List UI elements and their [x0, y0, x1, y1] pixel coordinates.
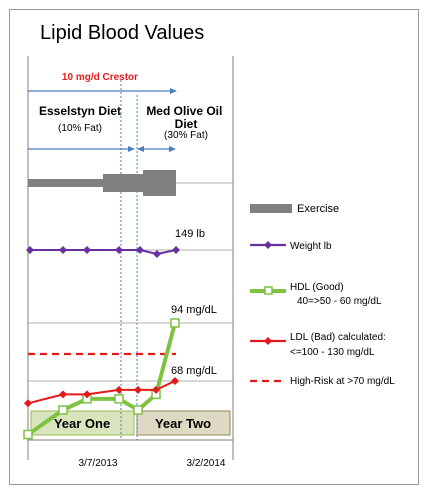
ldl-point	[115, 385, 123, 394]
weight-point	[136, 246, 144, 254]
weight-point	[83, 246, 91, 254]
exercise-bar-low	[28, 179, 104, 187]
legend-risk-label: High-Risk at >70 mg/dL	[290, 376, 395, 387]
phase-1-name: Esselstyn Diet	[39, 104, 121, 118]
legend-exercise-label: Exercise	[297, 203, 339, 215]
legend-exercise-swatch	[250, 204, 292, 213]
weight-point	[153, 250, 161, 258]
phase-2-name-line-2: Diet	[175, 117, 198, 131]
ldl-series	[24, 377, 179, 408]
legend-ldl-marker	[264, 337, 272, 345]
ldl-annotation: 68 mg/dL	[171, 365, 217, 377]
legend-hdl-label-2: 40=>50 - 60 mg/dL	[297, 296, 382, 307]
phase-2-note: (30% Fat)	[164, 130, 208, 141]
x-tick-2: 3/2/2014	[187, 458, 226, 469]
weight-series	[26, 246, 180, 258]
legend-hdl-label-1: HDL (Good)	[290, 282, 344, 293]
hdl-series	[23, 318, 180, 440]
chart-frame	[9, 9, 419, 485]
treatment-arrow-head	[170, 88, 177, 94]
legend-weight-label: Weight lb	[290, 241, 332, 252]
year-one-label: Year One	[54, 416, 110, 431]
phase-1-arrow-head	[128, 146, 135, 152]
weight-point	[115, 246, 123, 254]
phase-1-note: (10% Fat)	[58, 123, 102, 134]
ldl-point	[83, 390, 91, 399]
weight-point	[59, 246, 67, 254]
year-one-band	[30, 410, 135, 436]
hdl-point	[133, 405, 143, 415]
exercise-bar-mid	[103, 174, 144, 192]
year-two-label: Year Two	[155, 416, 211, 431]
hdl-annotation: 94 mg/dL	[171, 304, 217, 316]
hdl-point	[23, 429, 33, 440]
hdl-point	[170, 318, 180, 328]
ldl-point	[134, 385, 142, 394]
x-tick-1: 3/7/2013	[79, 458, 118, 469]
hdl-point	[114, 394, 124, 404]
weight-point	[172, 246, 180, 254]
ldl-point	[152, 385, 160, 394]
legend-weight-marker	[264, 241, 272, 249]
legend-ldl-label-1: LDL (Bad) calculated:	[290, 332, 386, 343]
exercise-bar-high	[143, 170, 176, 196]
treatment-label: 10 mg/d Crestor	[62, 72, 138, 83]
phase-2-name: Med Olive Oil Diet	[146, 104, 225, 131]
ldl-point	[24, 399, 32, 408]
phase-2-arrow-head-right	[169, 146, 176, 152]
weight-annotation: 149 lb	[175, 228, 205, 240]
ldl-point	[59, 390, 67, 399]
hdl-point	[58, 405, 68, 415]
chart-title: Lipid Blood Values	[40, 22, 205, 44]
ldl-point	[171, 377, 179, 385]
legend-ldl-label-2: <=100 - 130 mg/dL	[290, 347, 375, 358]
legend-hdl-marker	[264, 286, 273, 295]
phase-2-arrow-head-left	[137, 146, 144, 152]
phase-2-name-line-1: Med Olive Oil	[146, 104, 222, 118]
weight-point	[26, 246, 34, 254]
